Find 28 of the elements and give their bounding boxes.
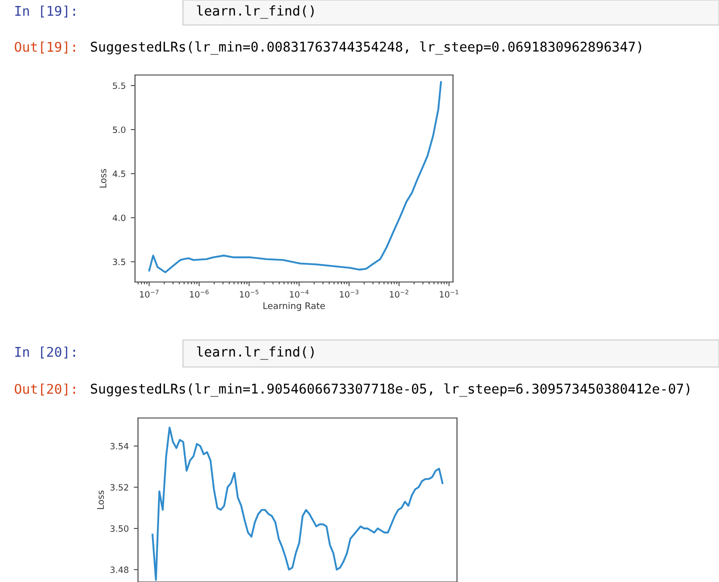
- x-tick-label: 10$^{−4}$: [290, 290, 309, 298]
- x-tick-label: 10$^{−1}$: [440, 290, 458, 298]
- y-tick-label: 3.54: [110, 442, 128, 450]
- y-tick-label: 3.52: [110, 484, 128, 491]
- text: Out[19]:: [14, 42, 76, 54]
- y-tick-label: 5.0: [112, 126, 126, 134]
- y-axis-title: Loss: [97, 490, 104, 510]
- x-tick-label: 10$^{−6}$: [190, 290, 209, 298]
- text: learn.lr_find(): [197, 346, 314, 360]
- text: learn.lr_find(): [197, 5, 314, 19]
- y-tick-label: 4.5: [112, 170, 126, 178]
- x-tick-label: 10$^{−3}$: [340, 290, 358, 298]
- text: Out[20]:: [14, 384, 76, 396]
- x-tick-label: 10$^{−7}$: [140, 290, 158, 298]
- line-series: [152, 426, 444, 581]
- y-tick-label: 3.50: [110, 525, 128, 532]
- y-tick-label: 5.5: [112, 82, 126, 89]
- text: In [19]:: [15, 6, 76, 18]
- x-tick-label: 10$^{−5}$: [240, 290, 258, 298]
- x-axis-title: Learning Rate: [264, 302, 325, 311]
- y-tick-label: 3.48: [110, 566, 128, 574]
- text: SuggestedLRs(lr_min=1.9054606673307718e-05, lr_steep=6.309573450380412e-07): [90, 383, 690, 397]
- text: In [20]:: [15, 346, 76, 358]
- y-tick-label: 4.0: [112, 214, 126, 222]
- y-axis-title: Loss: [100, 169, 106, 188]
- y-tick-label: 3.5: [112, 258, 126, 266]
- text: SuggestedLRs(lr_min=0.00831763744354248, lr_steep=0.0691830962896347): [90, 41, 642, 55]
- x-tick-label: 10$^{−2}$: [390, 290, 408, 298]
